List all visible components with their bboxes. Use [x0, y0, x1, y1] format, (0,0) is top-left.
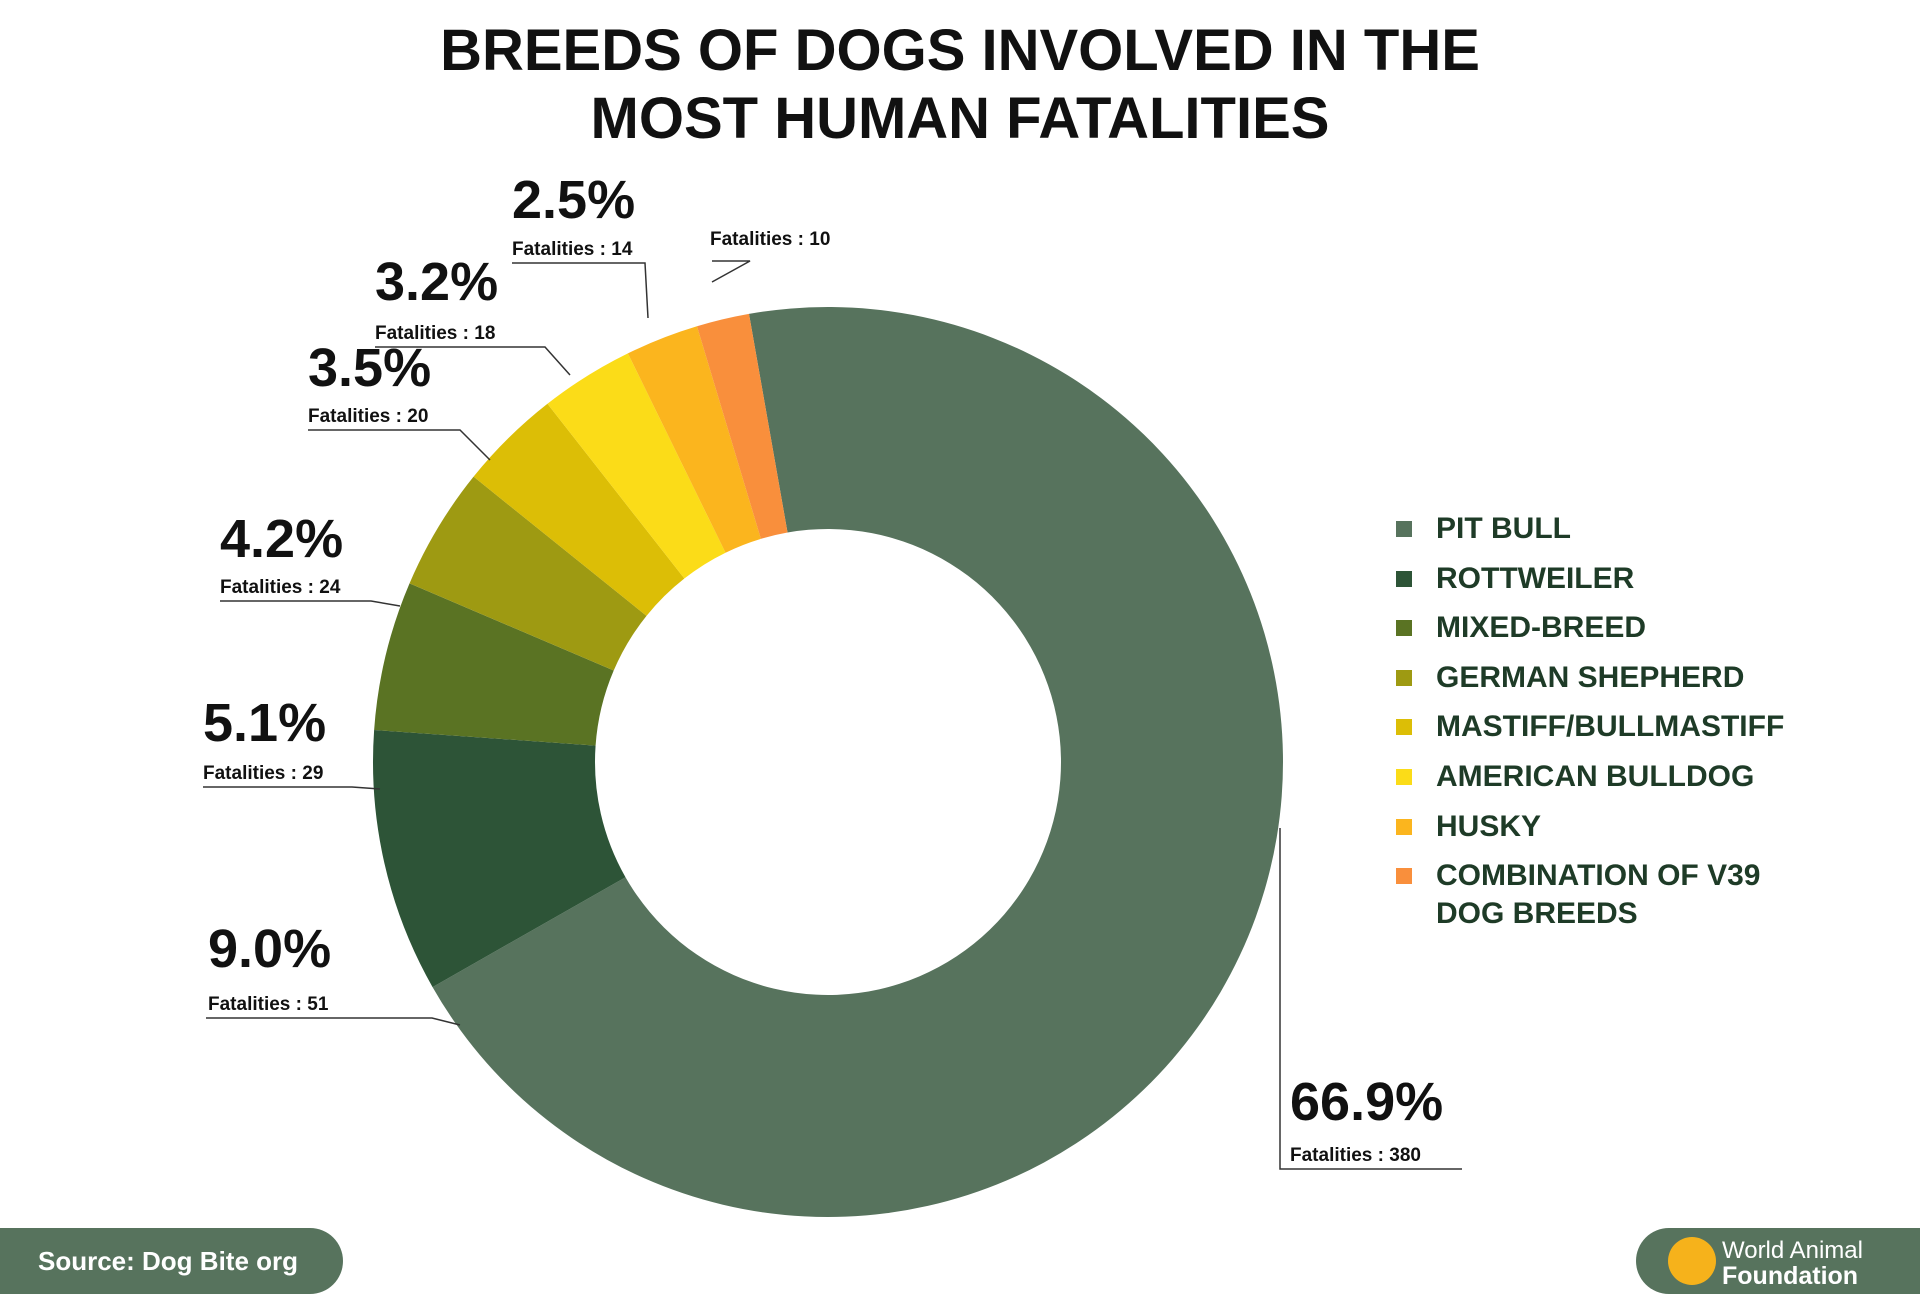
legend-swatch: [1396, 868, 1412, 885]
fatality-label: Fatalities : 51: [208, 994, 329, 1015]
slice: [409, 476, 647, 671]
leader-line: [375, 346, 571, 376]
legend-label: HUSKY: [1436, 809, 1542, 843]
slice: [627, 326, 761, 553]
slice: [374, 583, 614, 746]
title-line: BREEDS OF DOGS INVOLVED IN THE: [440, 18, 1480, 83]
legend-label: AMERICAN BULLDOG: [1436, 760, 1755, 793]
legend-label: ROTTWEILER: [1436, 561, 1635, 595]
fatality-label: Fatalities : 24: [220, 577, 341, 598]
legend-swatch: [1396, 669, 1412, 686]
logo-text: Foundation: [1722, 1262, 1858, 1290]
leader-line: [308, 429, 491, 461]
legend-item: GERMAN SHEPHERD: [1396, 659, 1836, 697]
legend-item: AMERICAN BULLDOG: [1396, 758, 1836, 796]
legend-item: ROTTWEILER: [1396, 560, 1836, 598]
legend-swatch: [1396, 620, 1412, 637]
fatality-label: Fatalities : 10: [710, 229, 830, 250]
value-label: 3.2%: [375, 252, 498, 312]
logo-text: World Animal: [1722, 1237, 1863, 1264]
fatality-label: Fatalities : 20: [308, 406, 428, 427]
fatality-label: Fatalities : 380: [1290, 1145, 1421, 1166]
value-label: 2.5%: [512, 170, 635, 230]
legend-label: COMBINATION OF V39 DOG BREEDS: [1436, 859, 1761, 931]
legend-swatch: [1396, 719, 1412, 736]
legend-item: HUSKY: [1396, 808, 1836, 846]
slice: [547, 353, 726, 579]
legend-swatch: [1396, 818, 1412, 835]
source-pill: [0, 1228, 343, 1294]
leader-line: [1279, 828, 1462, 1170]
legend-item: MASTIFF/BULLMASTIFF: [1396, 708, 1836, 746]
slice: [473, 403, 685, 616]
legend-item: COMBINATION OF V39 DOG BREEDS: [1396, 857, 1836, 933]
leader-line: [220, 600, 401, 607]
slice: [432, 307, 1283, 1218]
legend-label: MIXED-BREED: [1436, 611, 1647, 645]
legend-item: MIXED-BREED: [1396, 609, 1836, 647]
value-label: 4.2%: [220, 509, 343, 569]
title-line: MOST HUMAN FATALITIES: [591, 86, 1330, 151]
leader-line: [206, 1017, 461, 1026]
leader-line: [512, 262, 649, 319]
legend-label: GERMAN SHEPHERD: [1436, 660, 1745, 694]
legend-item: PIT BULL: [1396, 510, 1836, 548]
slice: [696, 313, 788, 539]
fatality-label: Fatalities : 29: [203, 763, 323, 784]
legend-swatch: [1396, 521, 1412, 537]
legend-swatch: [1396, 570, 1412, 587]
legend-swatch: [1396, 769, 1412, 785]
value-label: 9.0%: [208, 919, 331, 979]
value-label: 3.5%: [308, 338, 431, 398]
fatality-label: Fatalities : 18: [375, 323, 495, 344]
leader-line: [711, 260, 751, 283]
legend-label: MASTIFF/BULLMASTIFF: [1436, 710, 1785, 744]
fatality-label: Fatalities : 14: [512, 239, 633, 260]
legend-label: PIT BULL: [1436, 512, 1571, 545]
value-label: 5.1%: [203, 693, 326, 753]
source: Source: Dog Bite org: [38, 1246, 298, 1276]
leader-line: [203, 786, 381, 790]
slice: [373, 729, 626, 988]
logo-icon: [1668, 1237, 1716, 1285]
value-label: 66.9%: [1290, 1072, 1443, 1132]
